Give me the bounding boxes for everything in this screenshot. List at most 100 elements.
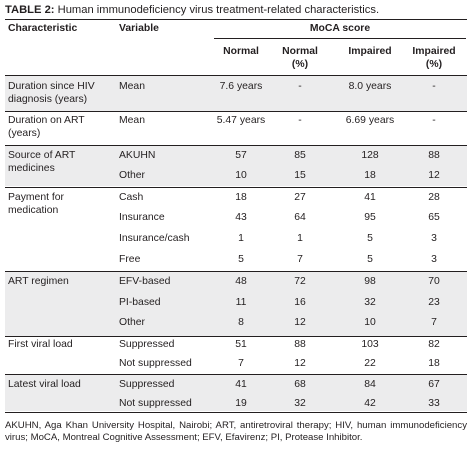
cell-impaired: 5 xyxy=(367,254,373,265)
row-variable: Cash xyxy=(119,192,144,203)
group-rule xyxy=(5,271,467,272)
cell-normal-pct: 1 xyxy=(297,233,303,244)
cell-impaired-pct: 65 xyxy=(428,212,440,223)
row-variable: Insurance xyxy=(119,212,165,223)
bottom-rule xyxy=(5,412,467,413)
group-label: Payment for medication xyxy=(8,192,65,216)
cell-normal: 18 xyxy=(235,192,247,203)
table-caption: TABLE 2: Human immunodeficiency virus tr… xyxy=(5,3,467,17)
group-underline xyxy=(214,38,466,39)
cell-normal: 1 xyxy=(238,233,244,244)
cell-normal-pct: 68 xyxy=(294,379,306,390)
row-variable: AKUHN xyxy=(119,150,156,161)
cell-impaired-pct: 18 xyxy=(428,358,440,369)
group-rule xyxy=(5,145,467,146)
row-variable: Mean xyxy=(119,81,145,92)
cell-normal-pct: 15 xyxy=(294,170,306,181)
group-label: Duration on ART (years) xyxy=(8,115,85,139)
cell-impaired-pct: - xyxy=(432,115,436,126)
header-col-normal: Normal xyxy=(223,46,259,57)
table-footnote: AKUHN, Aga Khan University Hospital, Nai… xyxy=(5,420,467,443)
cell-impaired: 84 xyxy=(364,379,376,390)
cell-impaired: 10 xyxy=(364,317,376,328)
cell-impaired: 5 xyxy=(367,233,373,244)
cell-impaired: 42 xyxy=(364,398,376,409)
cell-normal-pct: - xyxy=(298,81,302,92)
cell-impaired-pct: 3 xyxy=(431,233,437,244)
header-col-impaired: Impaired xyxy=(348,46,392,57)
row-variable: Other xyxy=(119,170,145,181)
group-label: First viral load xyxy=(8,339,73,350)
row-variable: Not suppressed xyxy=(119,358,192,369)
header-rule xyxy=(5,75,467,76)
cell-impaired-pct: 7 xyxy=(431,317,437,328)
cell-normal: 10 xyxy=(235,170,247,181)
cell-impaired: 95 xyxy=(364,212,376,223)
cell-impaired-pct: - xyxy=(432,81,436,92)
cell-normal: 41 xyxy=(235,379,247,390)
header-moca-score: MoCA score xyxy=(309,23,371,34)
cell-impaired: 98 xyxy=(364,276,376,287)
group-band xyxy=(5,272,467,336)
cell-normal: 43 xyxy=(235,212,247,223)
header-variable: Variable xyxy=(119,23,159,34)
cell-impaired: 128 xyxy=(361,150,379,161)
cell-impaired: 103 xyxy=(361,339,379,350)
caption-label: TABLE 2: xyxy=(5,4,55,16)
group-rule xyxy=(5,111,467,112)
cell-normal-pct: 72 xyxy=(294,276,306,287)
cell-normal-pct: 85 xyxy=(294,150,306,161)
cell-impaired: 18 xyxy=(364,170,376,181)
header-col-impaired-pct: Impaired (%) xyxy=(412,46,456,70)
group-band xyxy=(5,146,467,186)
top-rule xyxy=(5,19,467,20)
cell-normal-pct: 12 xyxy=(294,358,306,369)
group-label: Duration since HIV diagnosis (years) xyxy=(8,81,95,105)
cell-impaired-pct: 82 xyxy=(428,339,440,350)
cell-impaired: 41 xyxy=(364,192,376,203)
header-col-normal-pct: Normal (%) xyxy=(282,46,318,70)
cell-normal: 7 xyxy=(238,358,244,369)
cell-normal-pct: 64 xyxy=(294,212,306,223)
cell-normal-pct: 16 xyxy=(294,297,306,308)
row-variable: Not suppressed xyxy=(119,398,192,409)
group-rule xyxy=(5,336,467,337)
cell-impaired-pct: 88 xyxy=(428,150,440,161)
group-label: Source of ART medicines xyxy=(8,150,76,174)
cell-impaired: 32 xyxy=(364,297,376,308)
cell-normal-pct: 88 xyxy=(294,339,306,350)
cell-normal: 5.47 years xyxy=(216,115,266,126)
cell-impaired-pct: 3 xyxy=(431,254,437,265)
row-variable: EFV-based xyxy=(119,276,171,287)
cell-normal: 19 xyxy=(235,398,247,409)
caption-text: Human immunodeficiency virus treatment-r… xyxy=(57,4,380,16)
cell-normal: 8 xyxy=(238,317,244,328)
group-band xyxy=(5,375,467,411)
row-variable: Other xyxy=(119,317,145,328)
cell-impaired-pct: 12 xyxy=(428,170,440,181)
group-rule xyxy=(5,374,467,375)
group-label: Latest viral load xyxy=(8,379,81,390)
cell-impaired-pct: 67 xyxy=(428,379,440,390)
cell-impaired-pct: 28 xyxy=(428,192,440,203)
row-variable: PI-based xyxy=(119,297,161,308)
cell-normal-pct: 12 xyxy=(294,317,306,328)
row-variable: Mean xyxy=(119,115,145,126)
cell-normal: 5 xyxy=(238,254,244,265)
cell-impaired: 22 xyxy=(364,358,376,369)
row-variable: Suppressed xyxy=(119,379,175,390)
header-characteristic: Characteristic xyxy=(8,23,78,34)
cell-normal-pct: 27 xyxy=(294,192,306,203)
cell-impaired: 8.0 years xyxy=(348,81,392,92)
cell-impaired-pct: 70 xyxy=(428,276,440,287)
row-variable: Suppressed xyxy=(119,339,175,350)
cell-impaired-pct: 23 xyxy=(428,297,440,308)
cell-normal: 11 xyxy=(235,297,247,308)
cell-normal: 51 xyxy=(235,339,247,350)
cell-normal: 7.6 years xyxy=(219,81,263,92)
group-label: ART regimen xyxy=(8,276,69,287)
row-variable: Free xyxy=(119,254,141,265)
cell-normal-pct: 32 xyxy=(294,398,306,409)
group-band xyxy=(5,76,467,111)
